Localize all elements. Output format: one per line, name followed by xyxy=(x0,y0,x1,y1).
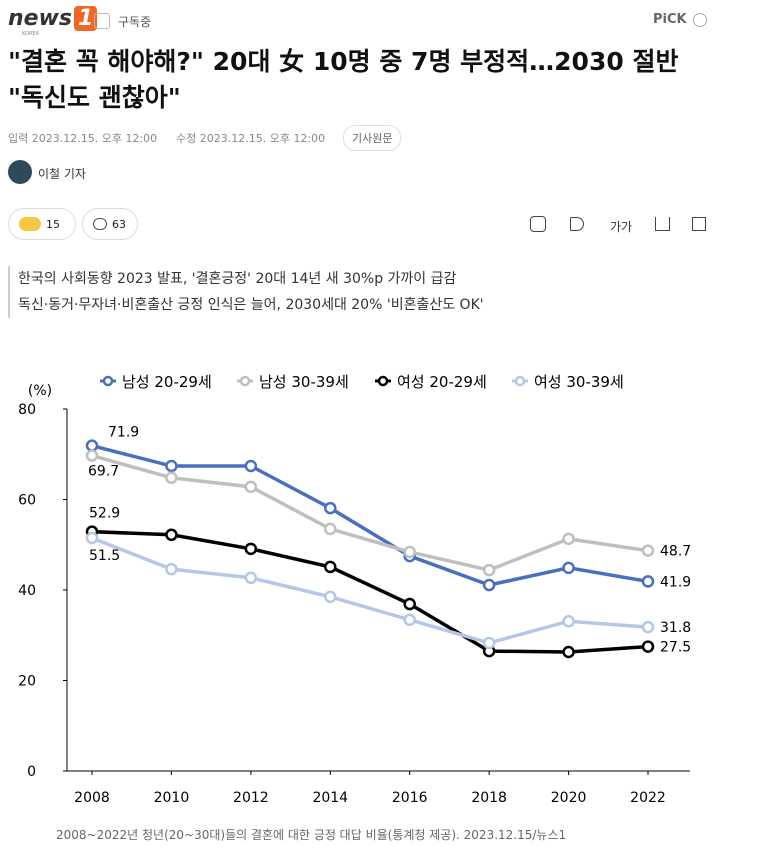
data-label: 69.7 xyxy=(88,464,119,480)
y-axis-label: (%) xyxy=(28,383,52,399)
data-point xyxy=(403,613,416,627)
reaction-button[interactable]: 15 xyxy=(8,208,76,240)
data-point xyxy=(244,542,258,556)
data-point xyxy=(641,575,655,588)
chart: (%) 0 20 40 60 80 2008 2010 2012 2014 2016 2018 202… xyxy=(18,373,691,806)
data-point xyxy=(641,544,655,557)
comment-button[interactable]: 63 xyxy=(82,208,138,240)
comment-icon xyxy=(93,218,107,230)
data-point xyxy=(85,449,99,462)
data-label: 41.9 xyxy=(660,574,691,590)
y-tick-label: 60 xyxy=(18,493,36,509)
summary-icon[interactable] xyxy=(530,216,546,232)
legend-label: 남성 20-29세 xyxy=(122,373,212,391)
y-tick-label: 80 xyxy=(18,402,36,418)
legend-label: 여성 30-39세 xyxy=(534,373,624,391)
legend-label: 남성 30-39세 xyxy=(259,373,349,391)
emoji-icon xyxy=(19,217,41,231)
series-line xyxy=(91,443,649,587)
data-point xyxy=(403,545,416,559)
summary: 한국의 사회동향 2023 발표, '결혼긍정' 20대 14년 새 30%p … xyxy=(8,266,484,318)
data-label: 27.5 xyxy=(660,640,691,656)
data-point xyxy=(403,597,416,611)
check-icon[interactable] xyxy=(94,13,110,29)
legend-marker xyxy=(102,375,114,387)
data-point xyxy=(482,563,496,577)
y-tick-label: 20 xyxy=(18,674,36,690)
x-tick-label: 2010 xyxy=(154,790,190,806)
legend-marker xyxy=(514,375,526,387)
data-point xyxy=(324,522,337,536)
x-tick-label: 2012 xyxy=(233,790,269,806)
series-line xyxy=(91,536,649,645)
original-link[interactable]: 기사원문 xyxy=(343,125,402,151)
reporter[interactable]: 이철 기자 xyxy=(38,167,86,181)
data-point xyxy=(324,501,337,515)
data-point xyxy=(482,636,496,650)
share-icon[interactable] xyxy=(655,217,670,231)
data-point xyxy=(324,590,337,604)
data-point xyxy=(165,562,178,576)
summary-line: 한국의 사회동향 2023 발표, '결혼긍정' 20대 14년 새 30%p … xyxy=(18,271,457,287)
font-size-button[interactable]: 가가 xyxy=(610,220,633,234)
data-point xyxy=(165,528,178,542)
data-point xyxy=(562,614,575,628)
x-tick-label: 2008 xyxy=(74,790,110,806)
print-icon[interactable] xyxy=(692,217,706,231)
data-label: 51.5 xyxy=(89,548,120,564)
data-label: 71.9 xyxy=(108,425,139,441)
edit-time: 수정 2023.12.15. 오후 12:00 xyxy=(176,132,326,145)
data-point xyxy=(562,561,575,575)
reaction-count: 15 xyxy=(46,217,60,231)
series-line xyxy=(91,453,649,572)
logo[interactable]: news 1 xyxy=(8,6,98,31)
x-tick-label: 2022 xyxy=(630,790,666,806)
legend-marker xyxy=(377,375,389,387)
data-point xyxy=(165,459,178,473)
data-point xyxy=(562,532,575,546)
audio-icon[interactable] xyxy=(570,217,584,231)
logo-sub: KOREA xyxy=(22,31,39,37)
data-point xyxy=(244,571,258,585)
data-point xyxy=(244,480,258,494)
pick[interactable]: PiCK xyxy=(653,12,687,27)
x-tick-label: 2020 xyxy=(551,790,587,806)
series-line xyxy=(91,529,649,654)
data-point xyxy=(85,531,99,545)
data-point xyxy=(641,620,655,634)
caption: 2008~2022년 청년(20~30대)들의 결혼에 대한 긍정 대답 비율(… xyxy=(56,828,567,842)
x-tick-label: 2016 xyxy=(392,790,428,806)
subscribe[interactable]: 구독중 xyxy=(118,15,152,29)
data-point xyxy=(641,640,655,653)
data-point xyxy=(482,578,496,592)
title: "결혼 꼭 해야해?" 20대 女 10명 중 7명 부정적…2030 절반 "… xyxy=(8,47,679,112)
data-point xyxy=(562,645,575,659)
logo-text: news xyxy=(8,6,73,31)
summary-line: 독신·동거·무자녀·비혼출산 긍정 인식은 늘어, 2030세대 20% '비혼… xyxy=(18,297,484,313)
x-tick-label: 2018 xyxy=(471,790,507,806)
comment-count: 63 xyxy=(112,217,126,231)
y-tick-label: 0 xyxy=(27,764,36,780)
legend-marker xyxy=(239,375,251,387)
input-time: 입력 2023.12.15. 오후 12:00 xyxy=(8,132,158,145)
data-label: 31.8 xyxy=(660,620,691,636)
avatar xyxy=(8,160,32,184)
data-point xyxy=(324,560,337,574)
logo-number: 1 xyxy=(74,6,98,31)
info-icon[interactable] xyxy=(693,13,707,27)
data-point xyxy=(85,439,99,452)
legend-label: 여성 20-29세 xyxy=(397,373,487,391)
data-label: 52.9 xyxy=(89,506,120,522)
data-point xyxy=(244,459,258,473)
data-point xyxy=(165,471,178,485)
y-tick-label: 40 xyxy=(18,583,36,599)
x-tick-label: 2014 xyxy=(312,790,348,806)
data-label: 48.7 xyxy=(660,544,691,560)
